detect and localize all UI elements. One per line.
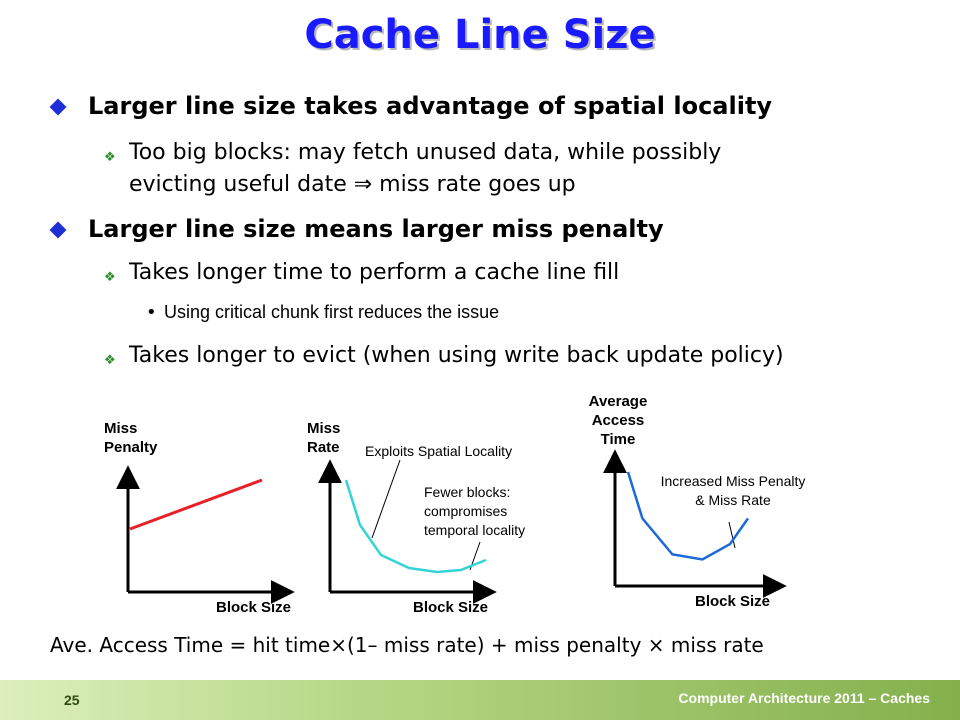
annotation-fewer-blocks-line: Fewer blocks: (424, 484, 510, 500)
x-axis-label: Block Size (695, 593, 770, 610)
y-axis-label-line: Rate (307, 439, 340, 456)
clover-bullet-icon: ❖ (104, 270, 116, 285)
annotation-fewer-blocks-line: compromises (424, 503, 507, 519)
charts-figure: Miss Penalty Block Size Miss Rate Block … (104, 393, 806, 616)
annotation-fewer-blocks-line: temporal locality (424, 522, 525, 538)
y-axis-label-line: Miss (104, 420, 137, 437)
y-axis-label-line: Time (601, 431, 636, 448)
series-line-miss-penalty (129, 478, 263, 531)
y-axis-label-line: Penalty (104, 439, 158, 456)
y-axis-label-line: Average (589, 393, 648, 410)
access-time-formula: Ave. Access Time = hit time×(1– miss rat… (50, 633, 764, 657)
annotation-increased-penalty-line: & Miss Rate (695, 492, 771, 508)
subbullet-line: Too big blocks: may fetch unused data, w… (129, 140, 722, 165)
bullet-text: Larger line size takes advantage of spat… (88, 92, 773, 120)
footer-bar: 25 Computer Architecture 2011 – Caches (0, 680, 960, 720)
series-line-miss-rate (344, 479, 487, 574)
y-axis-label-line: Access (592, 412, 645, 429)
footer-course-title: Computer Architecture 2011 – Caches (678, 690, 930, 706)
clover-bullet-icon: ❖ (104, 150, 116, 165)
x-axis-label: Block Size (413, 599, 488, 616)
series-line-access-time (626, 471, 750, 561)
slide-title: Cache Line Size (304, 12, 656, 58)
bullet-text: Larger line size means larger miss penal… (88, 215, 664, 243)
y-axis-label-line: Miss (307, 420, 340, 437)
subsubbullet-text: Using critical chunk first reduces the i… (164, 302, 500, 322)
subbullet-line: Takes longer time to perform a cache lin… (129, 260, 620, 285)
dot-bullet-icon: • (146, 302, 157, 323)
x-axis-label: Block Size (216, 599, 291, 616)
subbullet-line: Takes longer to evict (when using write … (129, 343, 784, 368)
subbullet-line: evicting useful date ⇒ miss rate goes up (129, 172, 576, 197)
annotation-pointer (728, 521, 736, 549)
annotation-spatial-locality: Exploits Spatial Locality (365, 443, 512, 459)
clover-bullet-icon: ❖ (104, 353, 116, 368)
chart-average-access-time: Average Access Time Block Size Increased… (589, 393, 806, 610)
annotation-increased-penalty-line: Increased Miss Penalty (661, 473, 806, 489)
page-number: 25 (64, 692, 80, 708)
chart-miss-penalty: Miss Penalty Block Size (104, 420, 295, 616)
chart-miss-rate: Miss Rate Block Size Exploits Spatial Lo… (307, 420, 525, 616)
annotation-pointer (371, 459, 401, 539)
